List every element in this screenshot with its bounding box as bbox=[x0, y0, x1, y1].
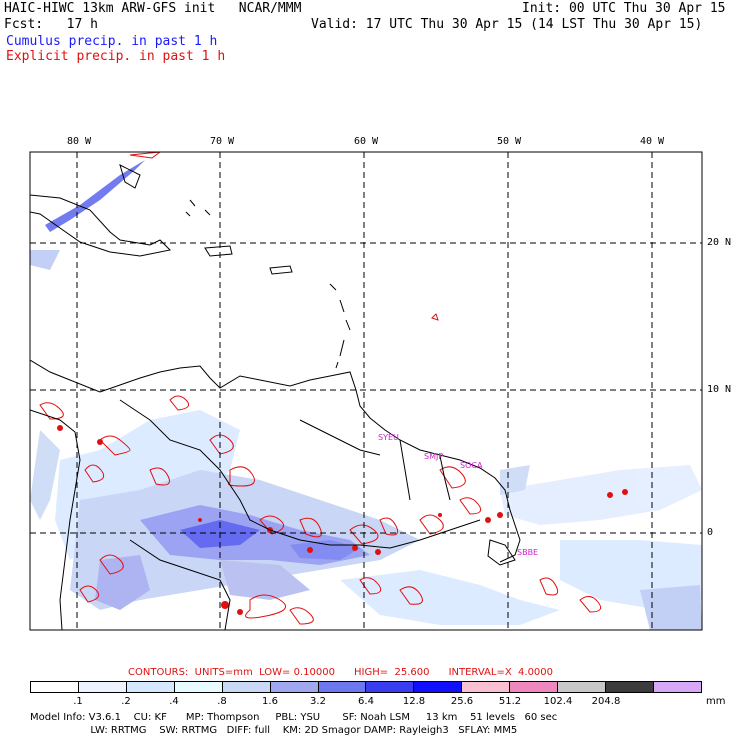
cumulus-precip-shading bbox=[30, 160, 702, 630]
model-title: HAIC-HIWC 13km ARW-GFS init NCAR/MMM bbox=[4, 1, 302, 16]
cumulus-legend: Cumulus precip. in past 1 h bbox=[6, 34, 218, 49]
contour-info: CONTOURS: UNITS=mm LOW= 0.10000 HIGH= 25… bbox=[128, 667, 554, 678]
lat-label-20n: 20 N bbox=[707, 237, 732, 248]
colorbar-swatch bbox=[653, 682, 701, 692]
colorbar-tick-label: 3.2 bbox=[310, 696, 326, 707]
init-time: Init: 00 UTC Thu 30 Apr 15 bbox=[522, 1, 726, 16]
lon-label-50w: 50 W bbox=[497, 136, 522, 147]
colorbar-tick-label: .2 bbox=[121, 696, 131, 707]
station-sbbe: SBBE bbox=[517, 548, 539, 557]
map-frame bbox=[29, 151, 703, 631]
forecast-hour: Fcst: 17 h bbox=[4, 17, 98, 32]
graticule bbox=[30, 152, 702, 630]
colorbar-swatch bbox=[606, 682, 654, 692]
lon-label-40w: 40 W bbox=[640, 136, 665, 147]
colorbar-swatch bbox=[318, 682, 367, 692]
colorbar-swatch bbox=[462, 682, 511, 692]
explicit-precip-contours bbox=[39, 152, 602, 625]
lon-label-70w: 70 W bbox=[210, 136, 235, 147]
colorbar-tick-label: 51.2 bbox=[498, 696, 522, 707]
colorbar-swatch bbox=[126, 682, 175, 692]
valid-time: Valid: 17 UTC Thu 30 Apr 15 (14 LST Thu … bbox=[311, 17, 703, 32]
colorbar-tick-label: .4 bbox=[169, 696, 179, 707]
colorbar-tick-label: 12.8 bbox=[402, 696, 426, 707]
colorbar-tick-label: 1.6 bbox=[262, 696, 278, 707]
lat-label-0: 0 bbox=[707, 527, 714, 538]
colorbar-swatch bbox=[558, 682, 607, 692]
precip-colorbar bbox=[30, 681, 702, 693]
colorbar-tick-label: 25.6 bbox=[450, 696, 474, 707]
lat-label-10n: 10 N bbox=[707, 384, 732, 395]
lon-label-80w: 80 W bbox=[67, 136, 92, 147]
colorbar-swatch bbox=[174, 682, 223, 692]
colorbar-tick-label: .1 bbox=[73, 696, 83, 707]
colorbar-swatch bbox=[510, 682, 559, 692]
lon-label-60w: 60 W bbox=[354, 136, 379, 147]
colorbar-swatch bbox=[270, 682, 319, 692]
model-info-line2: LW: RRTMG SW: RRTMG DIFF: full KM: 2D Sm… bbox=[30, 725, 518, 736]
colorbar-swatch bbox=[78, 682, 127, 692]
station-smjp: SMJP bbox=[424, 452, 444, 461]
colorbar-swatch bbox=[366, 682, 415, 692]
explicit-legend: Explicit precip. in past 1 h bbox=[6, 49, 226, 64]
colorbar-tick-label: 204.8 bbox=[591, 696, 621, 707]
colorbar-swatch bbox=[414, 682, 463, 692]
colorbar-tick-label: .8 bbox=[217, 696, 227, 707]
colorbar-tick-label: 102.4 bbox=[543, 696, 573, 707]
colorbar-tick-label: 6.4 bbox=[358, 696, 374, 707]
model-info-line1: Model Info: V3.6.1 CU: KF MP: Thompson P… bbox=[30, 712, 558, 723]
colorbar-swatch bbox=[31, 682, 79, 692]
colorbar-swatch bbox=[222, 682, 271, 692]
station-soca: SOCA bbox=[460, 461, 483, 470]
station-syeu: SYEU bbox=[378, 433, 399, 442]
colorbar-units: mm bbox=[706, 696, 726, 707]
